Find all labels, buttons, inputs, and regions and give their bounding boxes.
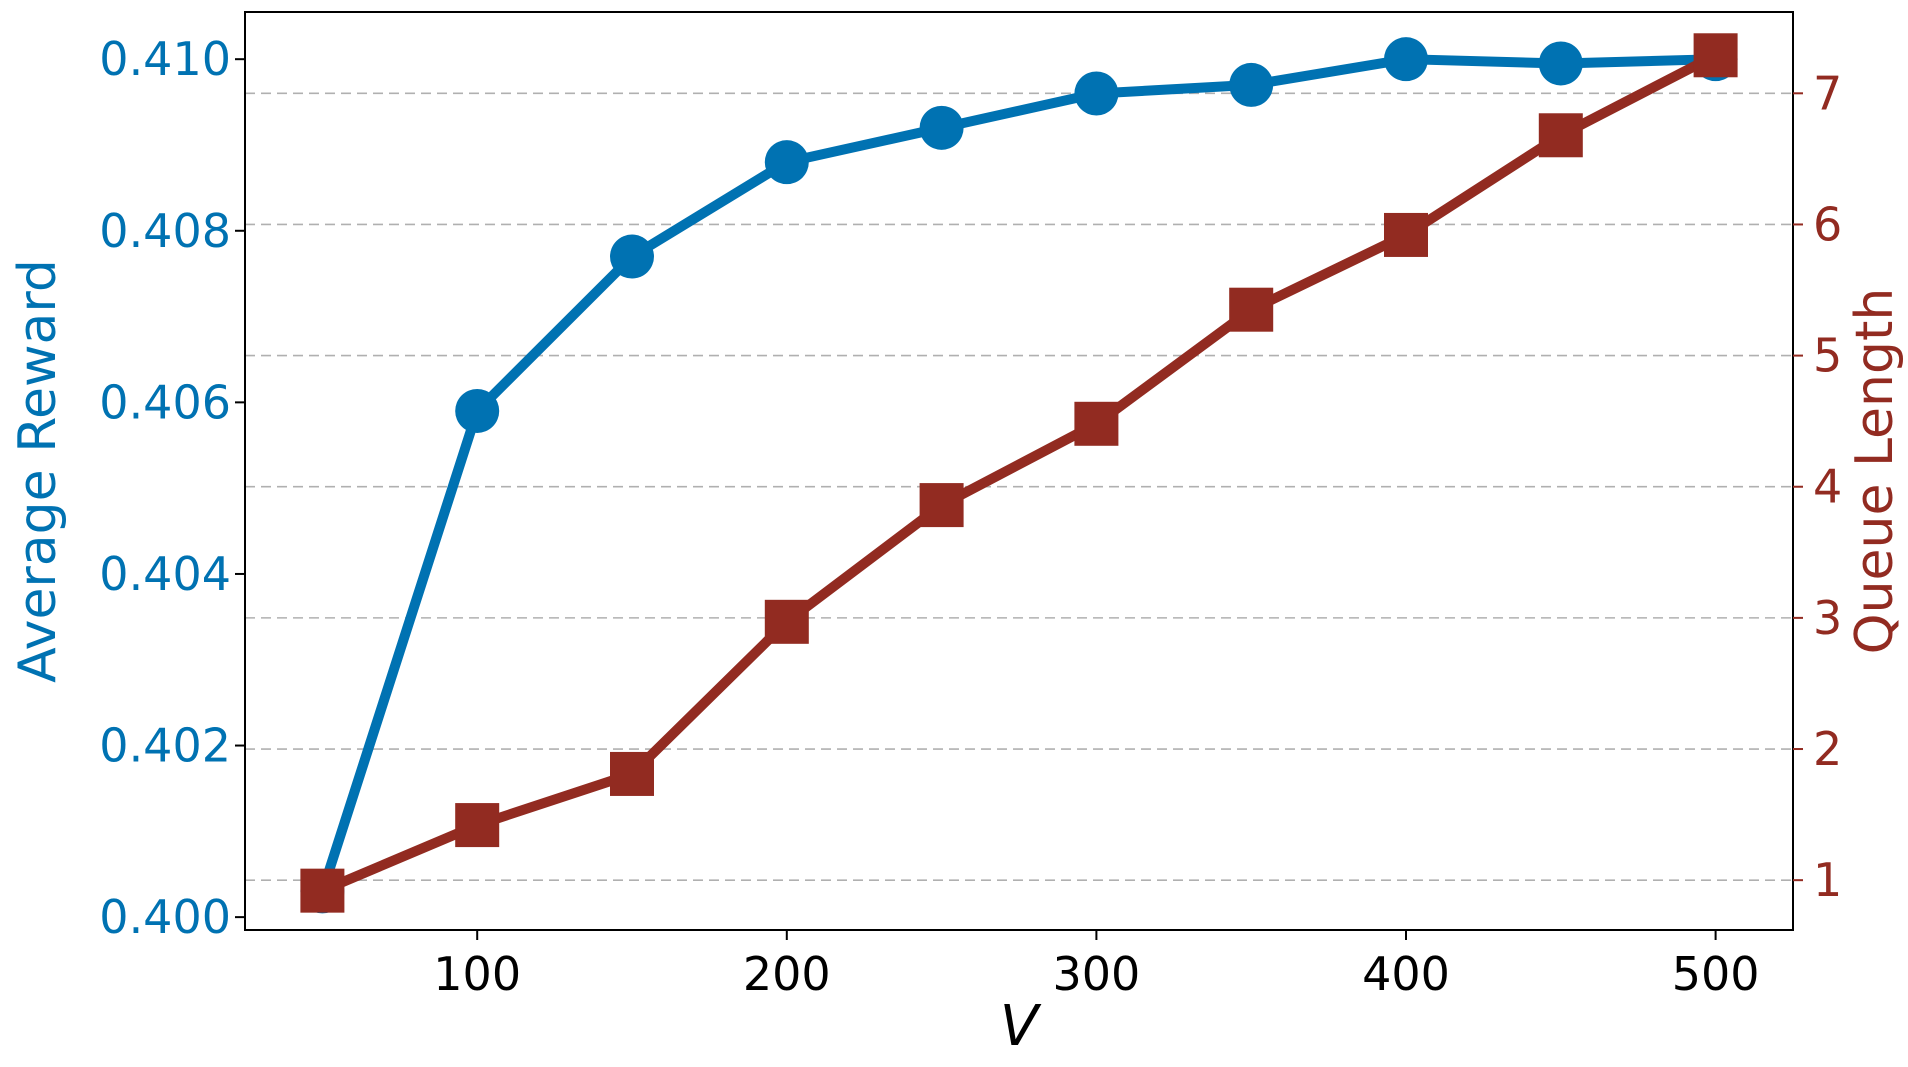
left-y-axis-ticks: 0.400 0.402 0.404 0.406 0.408 0.410	[99, 32, 245, 944]
data-point	[919, 105, 964, 150]
right-y-tick-label: 3	[1813, 591, 1842, 645]
data-point	[300, 868, 345, 913]
right-y-axis-ticks: 1 2 3 4 5 6 7	[1793, 66, 1842, 907]
left-y-axis-label: Average Reward	[8, 259, 68, 683]
data-point	[764, 599, 809, 644]
left-y-tick-label: 0.404	[99, 547, 231, 601]
data-point	[1229, 62, 1274, 107]
average-reward-series	[300, 37, 1738, 914]
x-tick-label: 300	[1052, 947, 1140, 1001]
series-line	[317, 50, 1721, 896]
left-y-tick-label: 0.408	[99, 204, 231, 258]
x-tick-label: 500	[1672, 947, 1760, 1001]
right-y-tick-label: 7	[1813, 66, 1842, 120]
data-point	[1074, 71, 1119, 116]
series-line	[317, 54, 1721, 897]
left-y-tick-label: 0.410	[99, 32, 231, 86]
right-y-tick-label: 2	[1813, 722, 1842, 776]
data-point	[1229, 287, 1274, 332]
right-y-tick-label: 5	[1813, 329, 1842, 383]
x-axis-ticks: 100 200 300 400 500	[433, 930, 1760, 1001]
right-y-tick-label: 1	[1813, 853, 1842, 907]
x-axis-label: V	[1000, 994, 1042, 1059]
data-point	[1384, 212, 1428, 257]
right-y-axis-label: Queue Length	[1845, 288, 1905, 655]
queue-length-series	[300, 33, 1738, 913]
data-point	[1384, 37, 1428, 82]
x-tick-label: 200	[743, 947, 831, 1001]
left-y-tick-label: 0.400	[99, 890, 231, 944]
left-y-tick-label: 0.402	[99, 719, 231, 773]
data-point	[1538, 41, 1583, 86]
x-tick-label: 400	[1362, 947, 1450, 1001]
data-point	[1538, 113, 1583, 158]
data-point	[610, 751, 654, 796]
right-y-tick-label: 6	[1813, 197, 1842, 251]
data-point	[1693, 33, 1738, 78]
data-point	[1074, 401, 1119, 446]
data-point	[455, 803, 500, 848]
data-point	[455, 388, 500, 433]
plot-frame	[244, 11, 1794, 931]
x-tick-label: 100	[433, 947, 521, 1001]
right-y-tick-label: 4	[1813, 460, 1842, 514]
data-point	[919, 483, 964, 528]
series-group	[300, 33, 1738, 914]
data-point	[764, 140, 809, 185]
data-point	[610, 234, 654, 279]
gridlines	[245, 92, 1793, 881]
left-y-tick-label: 0.406	[99, 375, 231, 429]
